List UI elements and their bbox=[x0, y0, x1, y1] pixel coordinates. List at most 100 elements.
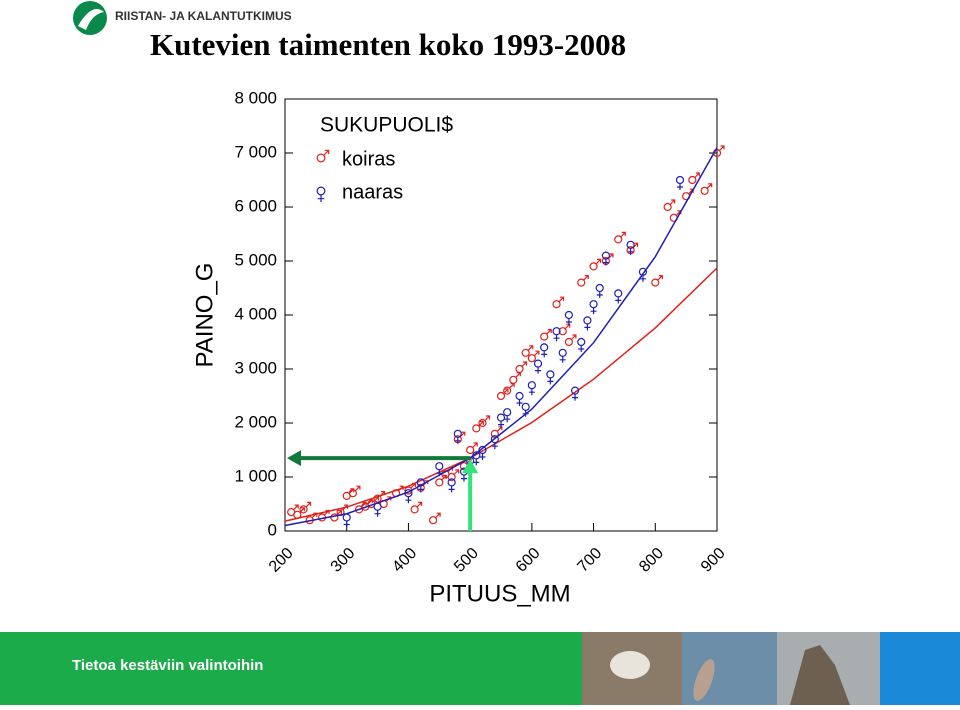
marker-ring bbox=[299, 505, 308, 514]
marker-arrow bbox=[324, 509, 330, 516]
x-tick-label: 900 bbox=[698, 545, 729, 576]
marker-cross bbox=[454, 437, 461, 444]
marker-ring bbox=[614, 235, 623, 244]
marker-arrow bbox=[379, 491, 386, 497]
data-point bbox=[583, 316, 592, 331]
marker-cross bbox=[547, 377, 554, 385]
data-point bbox=[521, 345, 534, 357]
data-point bbox=[299, 501, 312, 514]
marker-cross bbox=[627, 248, 634, 255]
data-point bbox=[515, 391, 524, 406]
marker-ring bbox=[316, 186, 326, 196]
marker-cross bbox=[417, 485, 424, 493]
legend-symbol bbox=[316, 149, 330, 163]
marker-ring bbox=[577, 278, 586, 287]
data-point bbox=[552, 327, 561, 342]
marker-cross bbox=[528, 388, 535, 396]
x-tick-label: 500 bbox=[451, 545, 482, 576]
marker-cross bbox=[317, 194, 325, 202]
y-tick-label: 2 000 bbox=[234, 412, 277, 431]
footer-band bbox=[0, 632, 582, 705]
marker-cross bbox=[553, 334, 560, 342]
marker-cross bbox=[535, 367, 542, 374]
data-point bbox=[490, 435, 499, 450]
data-point bbox=[435, 462, 444, 477]
data-point bbox=[429, 512, 441, 525]
data-point bbox=[546, 370, 555, 385]
marker-ring bbox=[373, 502, 382, 511]
marker-cross bbox=[522, 410, 529, 417]
data-point bbox=[595, 283, 604, 298]
fit-curve bbox=[284, 267, 718, 522]
marker-arrow bbox=[570, 334, 577, 340]
marker-cross bbox=[504, 415, 511, 423]
data-point bbox=[478, 445, 487, 460]
marker-ring bbox=[435, 478, 444, 487]
data-point bbox=[496, 413, 506, 428]
data-point bbox=[700, 183, 713, 195]
marker-ring bbox=[503, 408, 512, 417]
data-point bbox=[509, 372, 521, 384]
marker-ring bbox=[546, 370, 555, 379]
marker-arrow bbox=[311, 512, 318, 519]
marker-ring bbox=[614, 289, 623, 298]
marker-ring bbox=[527, 354, 536, 363]
logo: RIISTAN- JA KALANTUTKIMUS bbox=[73, 1, 292, 35]
data-point bbox=[552, 296, 565, 309]
data-point bbox=[577, 275, 589, 287]
x-axis-label: PITUUS_MM bbox=[429, 580, 570, 607]
marker-ring bbox=[342, 513, 351, 522]
data-point bbox=[663, 199, 676, 212]
footer-text: Tietoa kestäviin valintoihin bbox=[72, 657, 263, 674]
y-tick-label: 8 000 bbox=[234, 88, 277, 107]
marker-arrow bbox=[472, 442, 478, 448]
marker-cross bbox=[460, 475, 467, 482]
marker-ring bbox=[558, 327, 567, 336]
marker-arrow bbox=[706, 183, 713, 189]
marker-ring bbox=[496, 413, 506, 422]
marker-arrow bbox=[694, 172, 700, 178]
marker-arrow bbox=[354, 485, 361, 492]
marker-cross bbox=[498, 421, 504, 428]
marker-ring bbox=[589, 262, 598, 271]
data-point bbox=[478, 415, 491, 428]
x-tick-label: 200 bbox=[266, 545, 297, 576]
marker-ring bbox=[478, 418, 487, 428]
data-point bbox=[577, 337, 586, 352]
marker-cross bbox=[615, 296, 622, 304]
marker-ring bbox=[435, 462, 444, 471]
marker-arrow bbox=[342, 504, 349, 511]
marker-arrow bbox=[583, 275, 589, 281]
marker-ring bbox=[515, 391, 524, 401]
legend-title: SUKUPUOLI$ bbox=[320, 114, 453, 137]
y-tick-label: 5 000 bbox=[234, 250, 277, 269]
marker-cross bbox=[516, 399, 523, 406]
marker-cross bbox=[559, 356, 566, 363]
marker-ring bbox=[316, 153, 326, 163]
data-point bbox=[472, 420, 484, 433]
data-point bbox=[589, 258, 602, 271]
marker-ring bbox=[348, 489, 357, 498]
marker-arrow bbox=[657, 275, 663, 281]
marker-ring bbox=[564, 310, 573, 320]
marker-ring bbox=[552, 300, 561, 309]
marker-arrow bbox=[398, 485, 404, 492]
data-point bbox=[614, 289, 623, 304]
data-point bbox=[521, 402, 530, 417]
marker-ring bbox=[583, 316, 592, 325]
data-point bbox=[626, 240, 635, 255]
arrow-head bbox=[287, 450, 301, 467]
marker-ring bbox=[447, 472, 456, 482]
marker-arrow bbox=[410, 482, 417, 489]
y-tick-label: 4 000 bbox=[234, 304, 277, 323]
marker-cross bbox=[676, 183, 683, 190]
marker-arrow bbox=[293, 504, 299, 511]
data-point bbox=[564, 310, 573, 325]
data-point bbox=[527, 381, 536, 396]
data-point bbox=[373, 502, 382, 517]
data-point bbox=[614, 231, 626, 244]
marker-ring bbox=[540, 343, 549, 352]
marker-arrow bbox=[521, 361, 528, 367]
data-point bbox=[342, 513, 351, 528]
